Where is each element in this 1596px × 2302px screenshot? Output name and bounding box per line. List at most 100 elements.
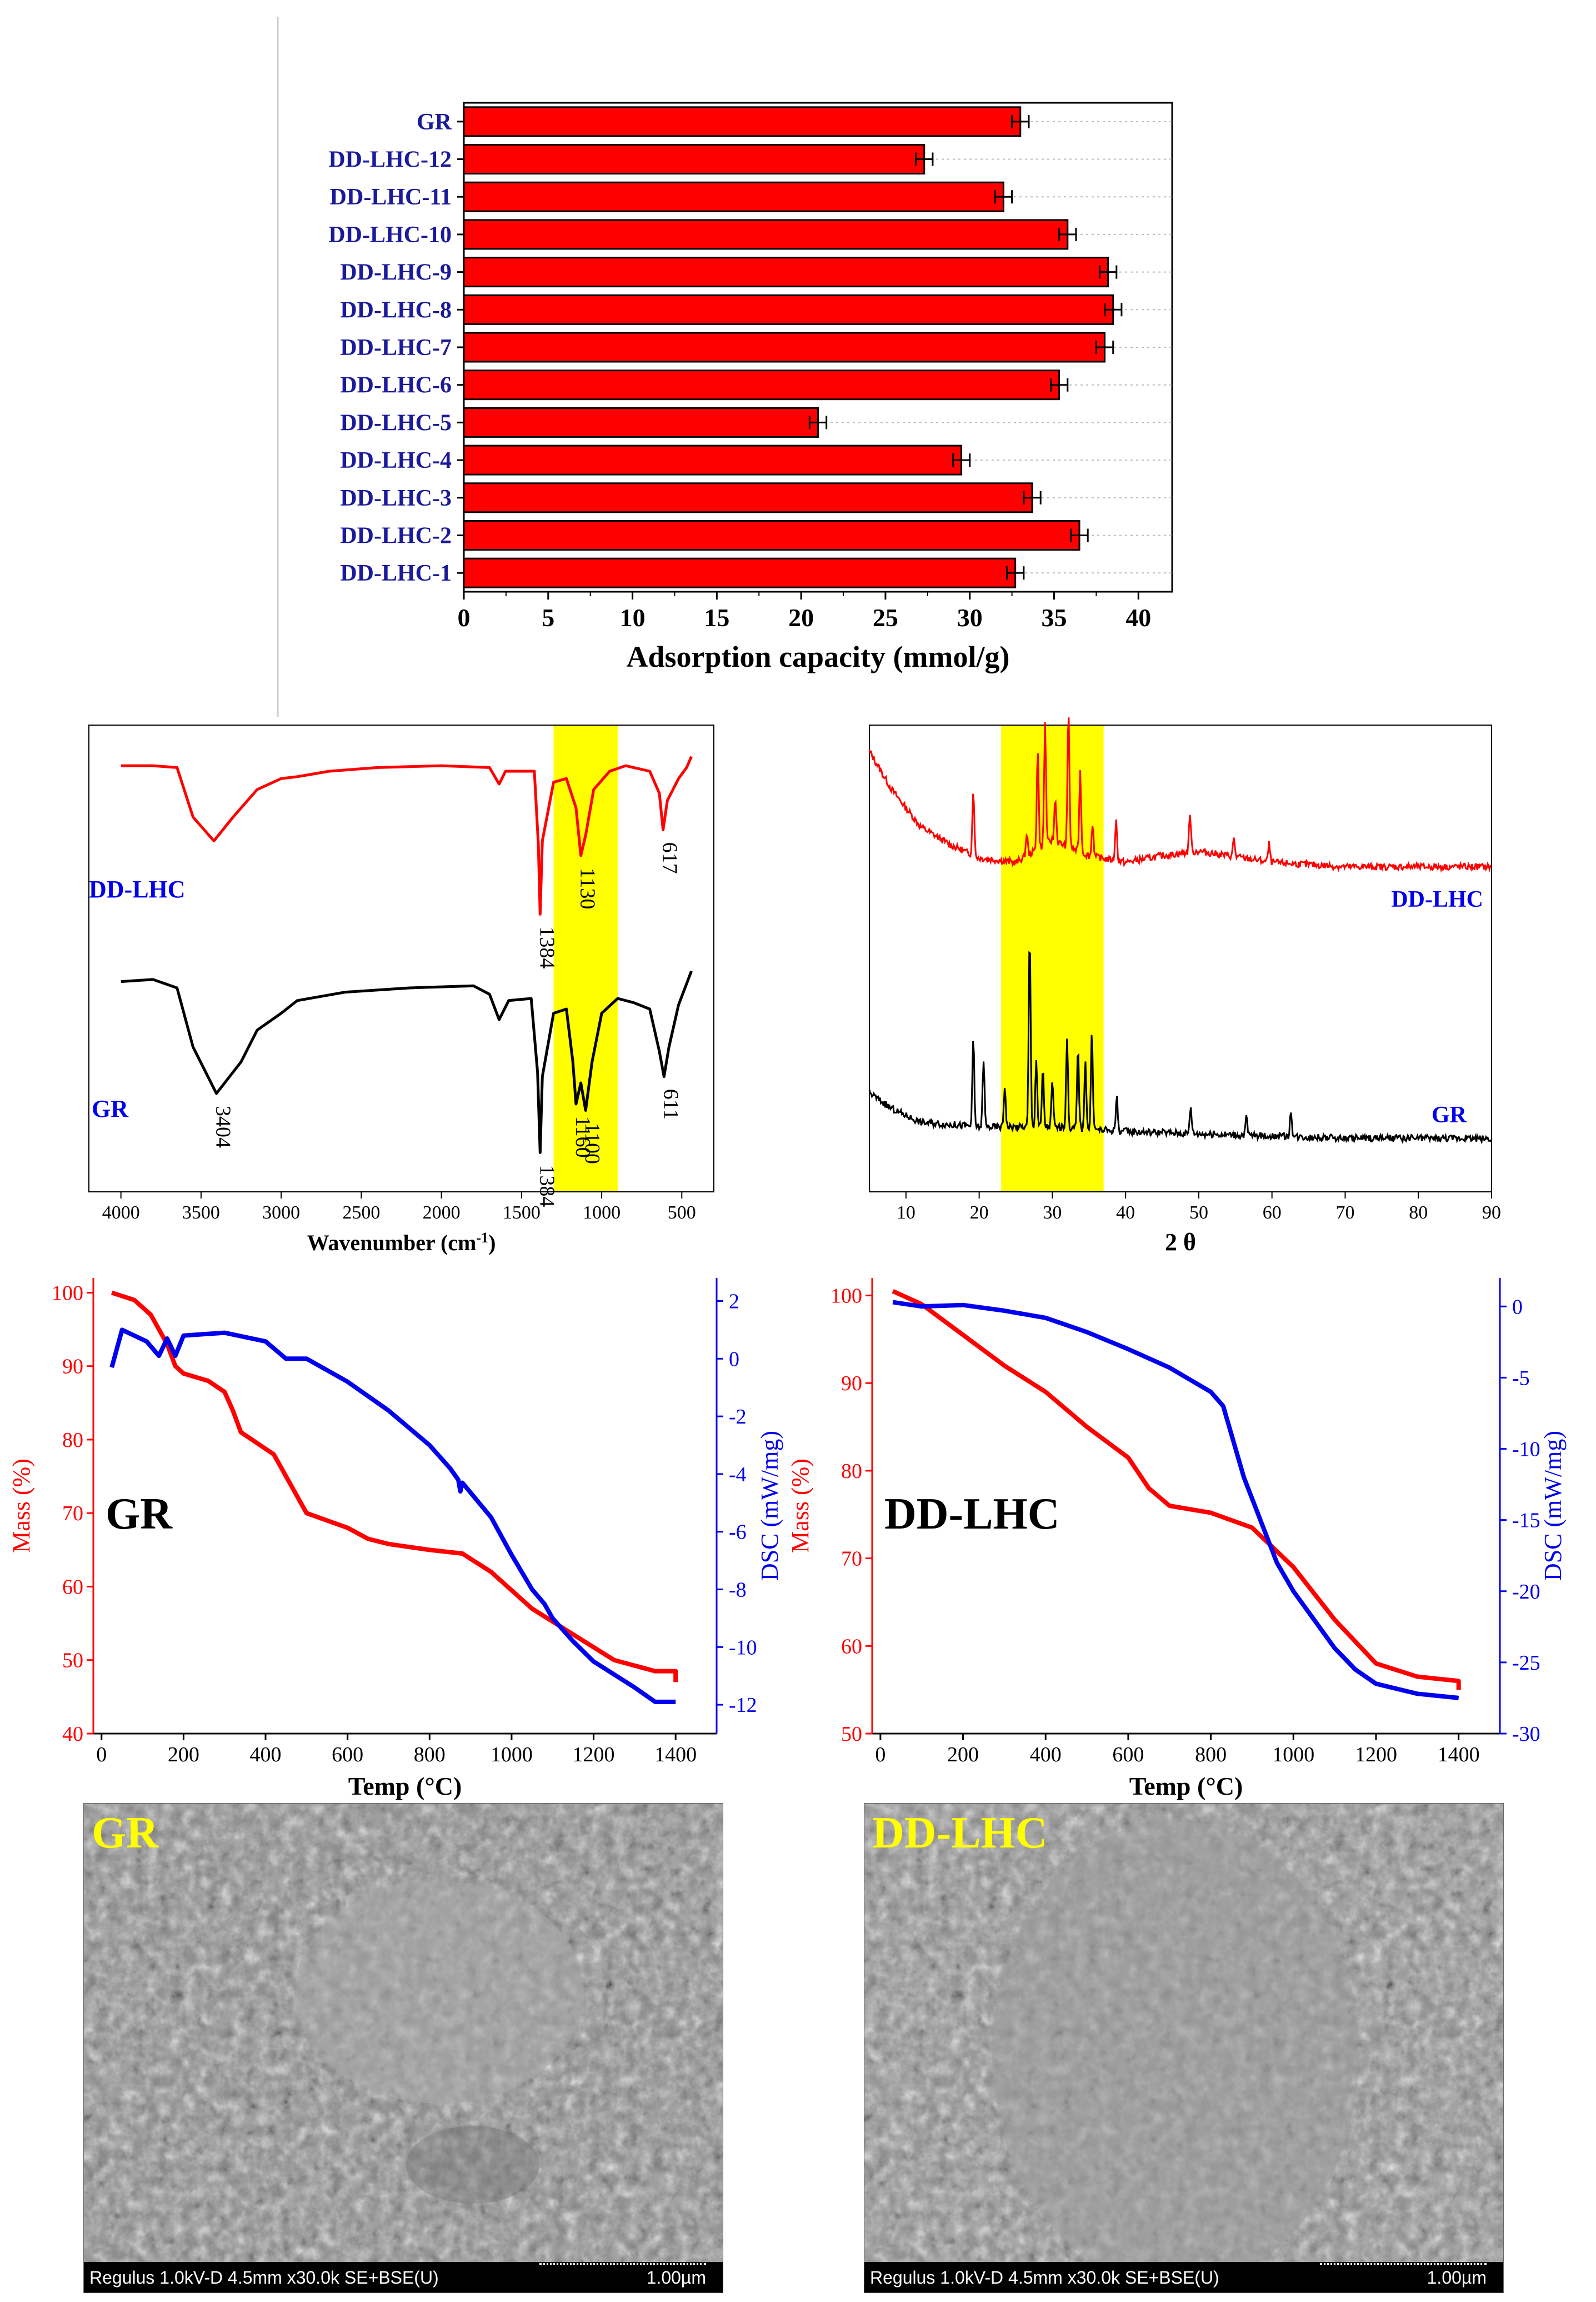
scale-bar-ticks xyxy=(1320,2263,1487,2273)
y-right-tick-label: -6 xyxy=(729,1521,747,1544)
category-label: DD-LHC-1 xyxy=(340,561,452,586)
y-right-tick-label: -10 xyxy=(729,1636,757,1659)
peak-annotation: 1130 xyxy=(576,868,599,910)
x-tick-label: 40 xyxy=(1116,1202,1135,1223)
pattern-line-gr xyxy=(868,950,1492,1145)
sem-label-gr: GR xyxy=(92,1809,158,1857)
panel-label: DD-LHC xyxy=(884,1490,1060,1539)
y-left-tick-label: 70 xyxy=(841,1547,862,1571)
y-left-tick-label: 60 xyxy=(841,1635,862,1658)
error-bar xyxy=(1095,341,1114,354)
sem-info-text: Regulus 1.0kV-D 4.5mm x30.0k SE+BSE(U) xyxy=(89,2268,439,2288)
error-bar xyxy=(1049,378,1069,392)
y-right-tick-label: -15 xyxy=(1512,1509,1540,1532)
sem-info-bar: Regulus 1.0kV-D 4.5mm x30.0k SE+BSE(U) 1… xyxy=(84,2262,723,2293)
x-tick-label: 80 xyxy=(1409,1202,1428,1223)
x-tick-label: 1000 xyxy=(583,1202,621,1223)
x-tick-label: 500 xyxy=(668,1202,696,1223)
bar xyxy=(463,557,1017,588)
y-right-tick-label: -20 xyxy=(1512,1580,1540,1604)
y-left-title: Mass (%) xyxy=(787,1459,814,1553)
x-tick-label: 1400 xyxy=(1438,1743,1480,1766)
x-tick-label: 20 xyxy=(970,1202,989,1223)
x-tick-label: 4000 xyxy=(102,1202,140,1223)
x-tick-label: 1000 xyxy=(491,1743,533,1766)
x-tick-label: 1500 xyxy=(503,1202,541,1223)
bar xyxy=(463,445,963,476)
sem-scale-text: 1.00µm xyxy=(646,2268,706,2288)
error-bar xyxy=(1070,528,1089,542)
sem-label-dd-lhc: DD-LHC xyxy=(872,1809,1048,1857)
x-tick-label: 1000 xyxy=(1272,1743,1314,1766)
x-tick-label: 20 xyxy=(788,603,814,632)
spectrum-line-gr xyxy=(121,970,693,1154)
peak-annotation: 1100 xyxy=(581,1122,604,1164)
x-axis-title: Wavenumber (cm-1) xyxy=(307,1230,496,1255)
x-tick-label: 1200 xyxy=(573,1743,615,1766)
y-right-title: DSC (mW/mg) xyxy=(756,1431,783,1581)
x-axis-title: Adsorption capacity (mmol/g) xyxy=(627,640,1010,673)
error-bar xyxy=(1058,227,1077,241)
bar xyxy=(463,369,1060,401)
x-tick-label: 40 xyxy=(1125,603,1151,632)
xrd-chart: DD-LHC GR 10 20 30 40 50 60 70 80 90 2 θ xyxy=(868,717,1501,1256)
bar xyxy=(463,257,1109,288)
curve-dsc xyxy=(109,1327,676,1704)
x-tick-label: 800 xyxy=(1195,1743,1227,1766)
peak-annotation: 611 xyxy=(659,1089,682,1120)
category-label: DD-LHC-4 xyxy=(340,448,452,473)
x-tick-label: 70 xyxy=(1335,1202,1354,1223)
x-tick-label: 2000 xyxy=(423,1202,461,1223)
peak-annotation: 617 xyxy=(658,842,682,874)
x-tick-label: 600 xyxy=(332,1743,363,1766)
category-label: DD-LHC-6 xyxy=(340,373,452,398)
y-left-tick-label: 70 xyxy=(62,1502,83,1525)
y-right-tick-label: -4 xyxy=(729,1463,747,1486)
x-axis-title-end: ) xyxy=(488,1230,496,1255)
x-tick-label: 400 xyxy=(1030,1743,1062,1766)
category-label: GR xyxy=(417,109,452,135)
x-tick-label: 1200 xyxy=(1355,1743,1397,1766)
sem-image-dd-lhc: DD-LHC Regulus 1.0kV-D 4.5mm x30.0k SE+B… xyxy=(864,1803,1504,2293)
y-right-tick-label: -10 xyxy=(1512,1438,1540,1461)
peak-annotation: 3404 xyxy=(212,1106,235,1148)
category-label: DD-LHC-11 xyxy=(330,184,452,210)
sem-info-bar: Regulus 1.0kV-D 4.5mm x30.0k SE+BSE(U) 1… xyxy=(864,2262,1503,2293)
scale-bar-ticks xyxy=(539,2263,706,2273)
sem-image-gr: GR Regulus 1.0kV-D 4.5mm x30.0k SE+BSE(U… xyxy=(83,1803,723,2293)
bar xyxy=(463,106,1022,137)
x-tick-label: 30 xyxy=(1043,1202,1062,1223)
highlight-band xyxy=(553,725,618,1192)
error-bar xyxy=(1104,303,1123,317)
x-tick-label: 35 xyxy=(1042,603,1067,632)
y-right-tick-label: -5 xyxy=(1512,1366,1530,1390)
bar xyxy=(463,520,1080,551)
error-bar xyxy=(1006,566,1025,580)
x-tick-label: 25 xyxy=(873,603,898,632)
y-left-tick-label: 50 xyxy=(62,1649,83,1672)
y-left-tick-label: 40 xyxy=(62,1722,83,1746)
series-label: GR xyxy=(1432,1102,1467,1128)
error-bar xyxy=(1011,114,1030,128)
bar xyxy=(463,332,1106,363)
sem-texture xyxy=(84,1804,723,2293)
x-tick-label: 600 xyxy=(1112,1743,1144,1766)
x-tick-label: 0 xyxy=(458,603,471,632)
y-right-title: DSC (mW/mg) xyxy=(1539,1431,1567,1581)
x-axis-title: Temp (°C) xyxy=(1129,1772,1243,1800)
curve-mass xyxy=(892,1289,1461,1690)
y-right-tick-label: -12 xyxy=(729,1694,757,1717)
peak-annotation: 1160 xyxy=(571,1116,594,1158)
x-tick-label: 10 xyxy=(620,603,646,632)
error-bar xyxy=(915,152,934,166)
category-label: DD-LHC-5 xyxy=(340,410,452,436)
category-label: DD-LHC-10 xyxy=(328,222,452,248)
y-right-tick-label: 0 xyxy=(729,1347,739,1371)
category-label: DD-LHC-9 xyxy=(340,260,452,286)
x-tick-label: 50 xyxy=(1189,1202,1208,1223)
y-right-tick-label: 2 xyxy=(729,1290,739,1314)
x-tick-label: 200 xyxy=(947,1743,979,1766)
peak-annotation: 1384 xyxy=(535,926,558,968)
y-left-tick-label: 80 xyxy=(841,1460,862,1483)
x-tick-label: 60 xyxy=(1263,1202,1282,1223)
